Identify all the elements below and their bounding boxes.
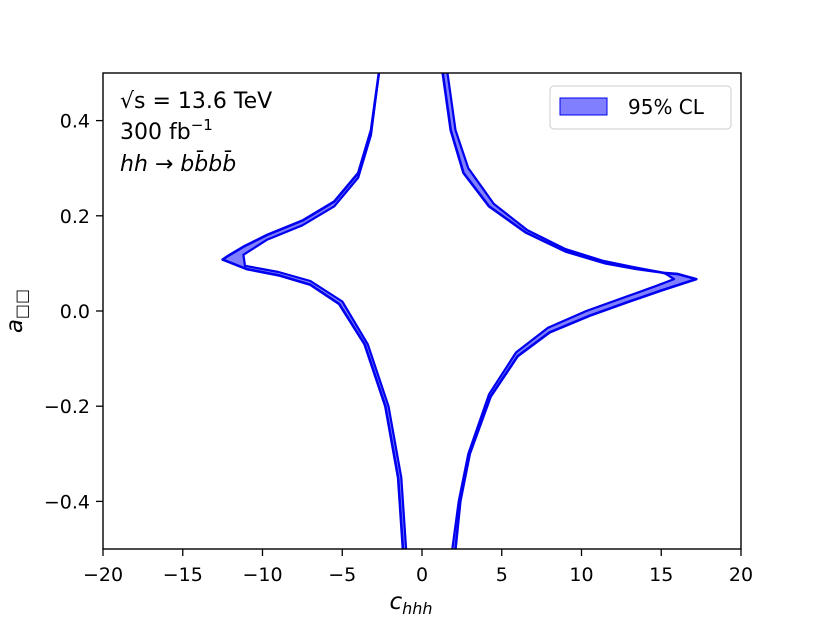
x-tick-label: 15 (649, 564, 673, 586)
y-axis: −0.4 −0.2 0.0 0.2 0.4 (44, 111, 103, 513)
y-tick-label: 0.4 (60, 111, 90, 133)
x-tick-label: −10 (242, 564, 282, 586)
x-axis: −20 −15 −10 −5 0 5 10 15 20 (83, 549, 753, 586)
legend-box (549, 85, 732, 130)
right-band-inner-contour (446, 73, 676, 549)
left-band-inner-contour (242, 73, 408, 549)
legend: 95% CL (549, 85, 732, 130)
annotation-energy-value: = 13.6 TeV (145, 89, 272, 114)
x-tick-label: −20 (83, 564, 123, 586)
x-tick-label: 10 (569, 564, 593, 586)
right-band-outer-contour (441, 73, 698, 549)
y-tick-label: −0.4 (44, 491, 90, 513)
legend-swatch (559, 97, 608, 116)
x-tick-label: −5 (328, 564, 356, 586)
x-tick-label: 20 (729, 564, 753, 586)
annotation-block: √s = 13.6 TeV 300 fb−1 hh → bb̄bb̄ (120, 89, 272, 177)
y-tick-label: 0.2 (60, 206, 90, 228)
annotation-process: hh → bb̄bb̄ (120, 151, 236, 177)
annotation-sqrt: √s (120, 89, 145, 114)
y-tick-label: 0.0 (60, 301, 90, 323)
confidence-band-layer (221, 73, 698, 549)
annotation-luminosity-value: 300 fb (120, 120, 191, 145)
left-band-outer-contour (221, 73, 405, 549)
annotation-luminosity-exponent: −1 (191, 116, 213, 134)
y-tick-label: −0.2 (44, 396, 90, 418)
annotation-luminosity: 300 fb−1 (120, 116, 213, 145)
legend-label: 95% CL (628, 95, 705, 119)
x-tick-label: 5 (496, 564, 508, 586)
x-tick-label: −15 (163, 564, 203, 586)
annotation-energy: √s = 13.6 TeV (120, 89, 272, 114)
plot-area (103, 73, 741, 549)
x-tick-label: 0 (416, 564, 428, 586)
